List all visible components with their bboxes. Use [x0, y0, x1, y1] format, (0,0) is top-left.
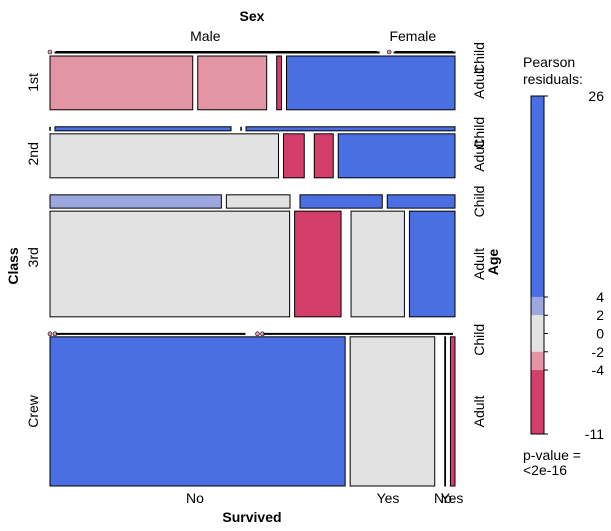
survived-label-yes: Yes [377, 490, 400, 506]
age-label-3rd-child: Child [471, 186, 487, 218]
sex-label-female: Female [389, 28, 436, 44]
survived-axis-title: Survived [222, 509, 281, 525]
legend-bar-frame [530, 95, 545, 435]
mosaic-cell-3rd-child-male-yes [225, 194, 291, 209]
mosaic-cell-crew-adult-female-no [444, 336, 447, 487]
legend-tick-label-2: 2 [596, 307, 604, 323]
mosaic-cell-3rd-adult-male-yes [294, 210, 342, 318]
mosaic-cell-2nd-adult-female-no [313, 133, 334, 179]
mosaic-cell-3rd-adult-female-no [350, 210, 405, 318]
mosaic-cell-crew-child-female-no [255, 331, 260, 337]
age-label-3rd-adult: Adult [471, 248, 487, 280]
legend-tick-label-1: 4 [596, 289, 604, 305]
legend-band-neg-light [531, 351, 544, 371]
mosaic-cell-2nd-child-female-yes [245, 126, 456, 132]
mosaic-cell-1st-child-female-no [386, 49, 392, 55]
mosaic-cell-3rd-adult-male-no [49, 210, 291, 318]
mosaic-cell-crew-adult-female-yes [449, 336, 456, 487]
mosaic-cell-3rd-adult-female-yes [408, 210, 456, 318]
mosaic-cell-3rd-child-female-no [299, 194, 383, 209]
mosaic-cell-3rd-child-female-yes [386, 194, 456, 209]
age-axis-title: Age [485, 249, 501, 276]
legend-band-neutral [531, 315, 544, 352]
mosaic-cell-2nd-adult-male-yes [282, 133, 305, 179]
mosaic-cell-crew-adult-male-yes [349, 336, 436, 487]
age-label-crew-child: Child [471, 324, 487, 356]
legend-tick-label-3: 0 [596, 326, 604, 342]
mosaic-cell-crew-adult-male-no [49, 336, 346, 487]
p-value-line2: <2e-16 [523, 462, 567, 478]
mosaic-cell-2nd-adult-male-no [49, 133, 279, 179]
legend-band-pos-light [531, 296, 544, 316]
mosaic-cell-1st-adult-male-no [49, 55, 194, 111]
age-label-1st-adult: Adult [471, 67, 487, 99]
sex-axis-title: Sex [240, 8, 265, 24]
survived-label-no: No [186, 490, 204, 506]
mosaic-cell-1st-adult-female-yes [286, 55, 456, 111]
legend-tick-label-5: -4 [592, 362, 605, 378]
p-value-line1: p-value = [523, 447, 581, 463]
legend-title-line2: residuals: [523, 71, 583, 87]
legend-band-pos-strong [531, 96, 544, 297]
legend-band-neg-strong [531, 370, 544, 434]
mosaic-cell-2nd-child-male-yes [54, 126, 232, 132]
mosaic-cell-3rd-child-male-no [49, 194, 222, 209]
legend-title-line1: Pearson [523, 54, 575, 70]
class-label-crew: Crew [25, 394, 41, 428]
survived-label-yes-female: Yes [441, 490, 464, 506]
legend-tick-label-0: 26 [588, 88, 604, 104]
class-label-1st: 1st [25, 73, 41, 92]
legend-tick-label-6: -11 [585, 426, 604, 442]
class-label-2nd: 2nd [25, 142, 41, 165]
legend-tick-label-4: -2 [592, 344, 605, 360]
mosaic-cell-2nd-adult-female-yes [337, 133, 456, 179]
mosaic-cell-1st-adult-male-yes [197, 55, 268, 111]
sex-label-male: Male [190, 28, 221, 44]
mosaic-cell-1st-child-male-no [47, 49, 53, 55]
mosaic-cell-1st-adult-female-no [276, 55, 283, 111]
age-label-crew-adult: Adult [471, 395, 487, 427]
class-axis-title: Class [5, 247, 21, 285]
age-label-1st-child: Child [471, 42, 487, 74]
age-label-2nd-child: Child [471, 117, 487, 149]
mosaic-cell-crew-child-male-no [47, 331, 53, 337]
survived-label-no-female: No [434, 490, 452, 506]
class-label-3rd: 3rd [25, 247, 41, 267]
age-label-2nd-adult: Adult [471, 140, 487, 172]
